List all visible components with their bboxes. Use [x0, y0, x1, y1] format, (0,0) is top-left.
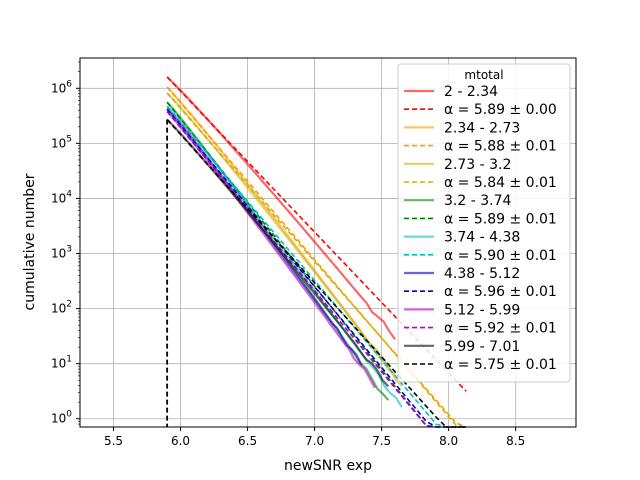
- legend-entry: 3.74 - 4.38: [444, 230, 520, 246]
- y-tick-label: 101: [51, 355, 72, 371]
- series-line: [166, 110, 376, 389]
- plot-frame: [79, 57, 577, 428]
- legend-entry: 5.12 - 5.99: [444, 302, 520, 318]
- legend-box: [397, 63, 571, 383]
- fit-line: [166, 119, 467, 428]
- series-line: [166, 92, 396, 376]
- x-axis-label: newSNR exp: [284, 458, 372, 474]
- x-tick-label: 8.5: [506, 434, 525, 448]
- legend: mtotal 2 - 2.34 α = 5.89 ± 0.00 2.34 - 2.7…: [397, 63, 571, 383]
- legend-entry: α = 5.90 ± 0.01: [444, 248, 557, 264]
- x-tick-label: 8.0: [439, 434, 458, 448]
- legend-entry: 2.73 - 3.2: [444, 157, 511, 173]
- series-line: [166, 76, 396, 341]
- fit-line: [166, 86, 467, 428]
- x-tick-label: 6.5: [238, 434, 257, 448]
- x-tick-label: 7.5: [372, 434, 391, 448]
- legend-title: mtotal: [464, 68, 503, 82]
- legend-entry: α = 5.89 ± 0.01: [444, 211, 557, 227]
- y-axis-label: cumulative number: [22, 173, 38, 310]
- legend-entry: α = 5.84 ± 0.01: [444, 175, 557, 191]
- x-tick-label: 7.0: [305, 434, 324, 448]
- legend-entry: 5.99 - 7.01: [444, 339, 520, 355]
- y-axis-ticks: 100 101 102 103 104 105 106: [51, 61, 80, 426]
- y-tick-label: 102: [51, 300, 72, 316]
- legend-entry: α = 5.89 ± 0.00: [444, 102, 557, 118]
- y-tick-label: 100: [51, 410, 72, 426]
- legend-entry: α = 5.92 ± 0.01: [444, 321, 557, 337]
- y-tick-label: 105: [51, 134, 72, 150]
- fit-line: [166, 105, 467, 428]
- legend-entry: α = 5.96 ± 0.01: [444, 284, 557, 300]
- fit-line: [166, 108, 467, 428]
- legend-entry: 4.38 - 5.12: [444, 266, 520, 282]
- plot-series: [166, 76, 467, 428]
- x-tick-label: 6.0: [171, 434, 190, 448]
- legend-entry: α = 5.75 ± 0.01: [444, 357, 557, 373]
- legend-entry: 3.2 - 3.74: [444, 193, 511, 209]
- legend-entry: 2.34 - 2.73: [444, 120, 520, 136]
- x-tick-label: 5.5: [104, 434, 123, 448]
- y-tick-label: 104: [51, 189, 72, 205]
- series-line: [166, 118, 390, 388]
- y-tick-label: 106: [51, 79, 72, 95]
- y-tick-label: 103: [51, 245, 72, 261]
- fit-line: [166, 110, 467, 428]
- legend-entry: 2 - 2.34: [444, 84, 498, 100]
- x-axis-ticks: 5.5 6.0 6.5 7.0 7.5 8.0 8.5: [104, 427, 525, 448]
- legend-entry: α = 5.88 ± 0.01: [444, 139, 557, 155]
